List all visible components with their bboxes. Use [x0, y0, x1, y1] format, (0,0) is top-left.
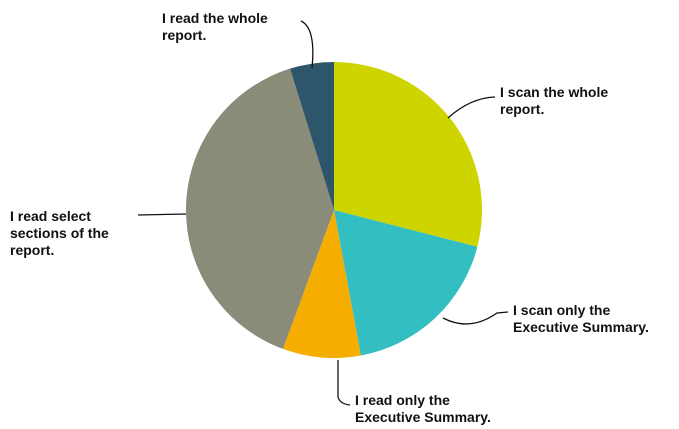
- pie-slice-2: [334, 210, 478, 356]
- slice-label-line: I scan only the: [513, 302, 610, 318]
- leader-line-4: [137, 213, 187, 216]
- slice-label-line: Executive Summary.: [513, 319, 649, 335]
- slice-label-line: report.: [500, 101, 544, 117]
- pie-slice-1: [334, 62, 483, 247]
- slice-label-4: I read select sections of the report.: [10, 208, 109, 258]
- pie-slice-4: [186, 68, 334, 349]
- slice-label-line: I read select: [10, 208, 91, 224]
- slice-label-5: I read the whole report.: [162, 10, 268, 43]
- slice-label-line: I read the whole: [162, 10, 268, 26]
- pie-slice-5: [290, 62, 334, 210]
- slice-label-1: I scan the whole report.: [500, 84, 608, 117]
- slice-label-line: I read only the: [355, 392, 450, 408]
- leader-line-2: [442, 311, 509, 325]
- leader-line-1: [447, 96, 496, 119]
- leader-line-5: [300, 20, 314, 69]
- slice-label-line: Executive Summary.: [355, 409, 491, 425]
- leader-line-3: [337, 360, 351, 406]
- leader-lines: [137, 20, 509, 406]
- slice-label-3: I read only the Executive Summary.: [355, 392, 491, 425]
- slice-labels: I scan the whole report.I scan only the Ex…: [10, 10, 649, 425]
- pie-slice-3: [282, 210, 361, 358]
- pie-slices: [186, 62, 483, 358]
- slice-label-line: sections of the: [10, 225, 109, 241]
- slice-label-line: report.: [10, 242, 54, 258]
- slice-label-line: I scan the whole: [500, 84, 608, 100]
- slice-label-2: I scan only the Executive Summary.: [513, 302, 649, 335]
- slice-label-line: report.: [162, 27, 206, 43]
